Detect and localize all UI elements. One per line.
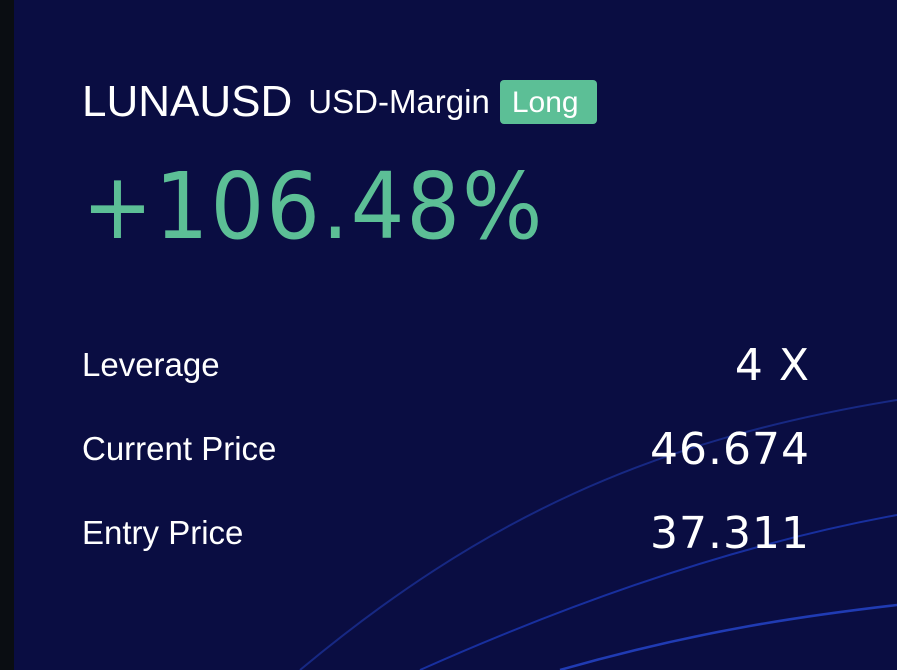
detail-label: Entry Price <box>82 514 244 551</box>
margin-type-label: USD-Margin <box>308 83 490 120</box>
position-card: LUNAUSD USD-Margin Long +106.48% Leverag… <box>82 78 812 559</box>
left-edge-strip <box>0 0 14 670</box>
roi-percentage: +106.48% <box>82 153 545 260</box>
detail-value: 4 X <box>734 339 810 391</box>
details-list: Leverage 4 X Current Price 46.674 Entry … <box>82 323 810 575</box>
detail-value: 46.674 <box>650 423 810 475</box>
detail-row-current-price: Current Price 46.674 <box>82 407 810 491</box>
side-badge: Long <box>499 80 597 124</box>
detail-value: 37.311 <box>650 507 810 559</box>
symbol-label: LUNAUSD <box>82 77 293 126</box>
detail-label: Current Price <box>82 430 277 467</box>
detail-row-leverage: Leverage 4 X <box>82 323 810 407</box>
position-header: LUNAUSD USD-Margin Long <box>82 78 812 126</box>
detail-row-entry-price: Entry Price 37.311 <box>82 491 810 575</box>
detail-label: Leverage <box>82 346 220 383</box>
